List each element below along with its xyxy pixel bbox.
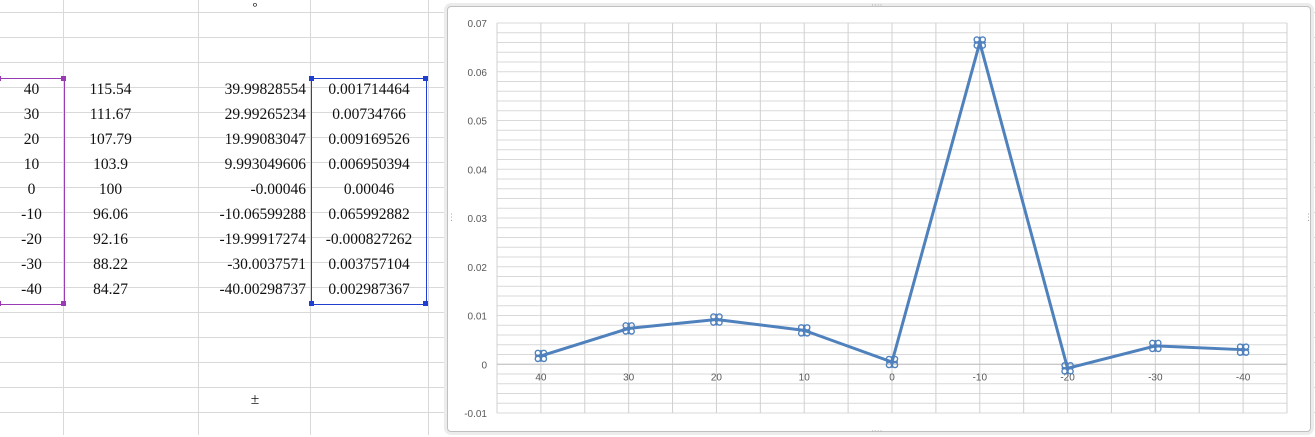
selection-handle[interactable] xyxy=(309,76,314,81)
cell-col-e[interactable]: 0.009169526 xyxy=(328,131,410,148)
y-tick-label: 0.04 xyxy=(468,165,488,176)
cell-col-d[interactable]: -40.00298737 xyxy=(219,281,306,298)
column-gridline xyxy=(310,0,311,435)
x-tick-label: 0 xyxy=(889,372,895,383)
cell-col-b[interactable]: 107.79 xyxy=(89,131,132,148)
cell-col-e[interactable]: -0.000827262 xyxy=(325,231,413,248)
cell-col-d[interactable]: 19.99083047 xyxy=(224,131,306,148)
cell-col-a[interactable]: 10 xyxy=(23,156,40,173)
cell-col-d[interactable]: -0.00046 xyxy=(250,181,306,198)
chart-resize-handle-right[interactable]: ⋮ xyxy=(1304,213,1313,223)
selection-handle[interactable] xyxy=(0,301,1,306)
cell-col-d[interactable]: 9.993049606 xyxy=(224,156,306,173)
column-gridline xyxy=(428,0,429,435)
cell-col-a[interactable]: 40 xyxy=(23,81,40,98)
y-tick-label: 0.01 xyxy=(468,312,488,323)
data-point-marker xyxy=(885,355,899,369)
cell-col-e[interactable]: 0.00734766 xyxy=(332,106,406,123)
chart-resize-handle-top[interactable]: ···· xyxy=(871,1,883,11)
cell-col-a[interactable]: -40 xyxy=(21,281,42,298)
data-point-marker xyxy=(534,349,548,363)
degree-symbol-cell[interactable]: ° xyxy=(252,0,258,14)
x-tick-label: -30 xyxy=(1148,372,1163,383)
y-tick-label: 0.07 xyxy=(468,19,488,30)
x-tick-label: -40 xyxy=(1236,372,1251,383)
selection-handle[interactable] xyxy=(61,76,66,81)
cell-col-b[interactable]: 100 xyxy=(98,181,123,198)
cell-col-a[interactable]: 0 xyxy=(27,181,36,198)
chart-resize-handle-bottom[interactable]: ···· xyxy=(871,427,883,437)
column-gridline xyxy=(63,0,64,435)
cell-col-b[interactable]: 92.16 xyxy=(93,231,128,248)
selection-handle[interactable] xyxy=(61,301,66,306)
cell-col-d[interactable]: -19.99917274 xyxy=(219,231,306,248)
y-tick-label: 0.03 xyxy=(468,214,488,225)
cell-col-a[interactable]: 20 xyxy=(23,131,40,148)
data-point-marker xyxy=(973,36,987,49)
y-tick-label: -0.01 xyxy=(464,409,487,420)
selection-handle[interactable] xyxy=(423,76,428,81)
cell-col-d[interactable]: -30.0037571 xyxy=(227,256,306,273)
x-tick-label: 10 xyxy=(799,372,811,383)
cell-col-d[interactable]: 39.99828554 xyxy=(224,81,306,98)
y-tick-label: 0.06 xyxy=(468,68,488,79)
cell-col-b[interactable]: 111.67 xyxy=(89,106,132,123)
data-point-marker xyxy=(710,313,723,326)
chart-area[interactable] xyxy=(447,6,1311,432)
cell-col-a[interactable]: -20 xyxy=(21,231,42,248)
cell-col-d[interactable]: -10.06599288 xyxy=(219,206,306,223)
cell-col-e[interactable]: 0.001714464 xyxy=(328,81,410,98)
y-tick-label: 0 xyxy=(481,360,487,371)
x-tick-label: 20 xyxy=(711,372,723,383)
x-tick-label: 30 xyxy=(623,372,635,383)
cell-col-e[interactable]: 0.006950394 xyxy=(328,156,410,173)
x-tick-label: -10 xyxy=(973,372,988,383)
data-point-marker xyxy=(797,324,811,337)
cell-col-e[interactable]: 0.065992882 xyxy=(328,206,410,223)
cell-col-d[interactable]: 29.99265234 xyxy=(224,106,306,123)
selection-handle[interactable] xyxy=(423,301,428,306)
cell-col-b[interactable]: 84.27 xyxy=(93,281,128,298)
data-point-marker xyxy=(1236,343,1250,356)
data-point-marker xyxy=(1061,361,1074,375)
x-tick-label: 40 xyxy=(535,372,547,383)
chart-resize-handle-left[interactable]: ⋮ xyxy=(447,213,456,223)
x-tick-label: -20 xyxy=(1060,372,1075,383)
selection-handle[interactable] xyxy=(0,76,1,81)
cell-col-b[interactable]: 115.54 xyxy=(89,81,132,98)
y-tick-label: 0.05 xyxy=(468,117,488,128)
selection-handle[interactable] xyxy=(309,301,314,306)
data-point-marker xyxy=(1149,339,1162,353)
y-tick-label: 0.02 xyxy=(468,263,488,274)
column-gridline xyxy=(198,0,199,435)
plusminus-symbol-cell[interactable]: ± xyxy=(250,391,260,408)
cell-col-b[interactable]: 88.22 xyxy=(93,256,128,273)
cell-col-b[interactable]: 96.06 xyxy=(93,206,128,223)
data-point-marker xyxy=(622,322,635,335)
cell-col-a[interactable]: -10 xyxy=(21,206,42,223)
cell-col-b[interactable]: 103.9 xyxy=(93,156,128,173)
cell-col-e[interactable]: 0.003757104 xyxy=(328,256,410,273)
cell-col-e[interactable]: 0.002987367 xyxy=(328,281,410,298)
cell-col-a[interactable]: -30 xyxy=(21,256,42,273)
line-chart[interactable]: 0.07 0.06 0.05 0.04 0.03 0.02 0.01 0 -0.01 40 30 20… xyxy=(447,6,1311,432)
cell-col-a[interactable]: 30 xyxy=(23,106,40,123)
cell-col-e[interactable]: 0.00046 xyxy=(343,181,395,198)
